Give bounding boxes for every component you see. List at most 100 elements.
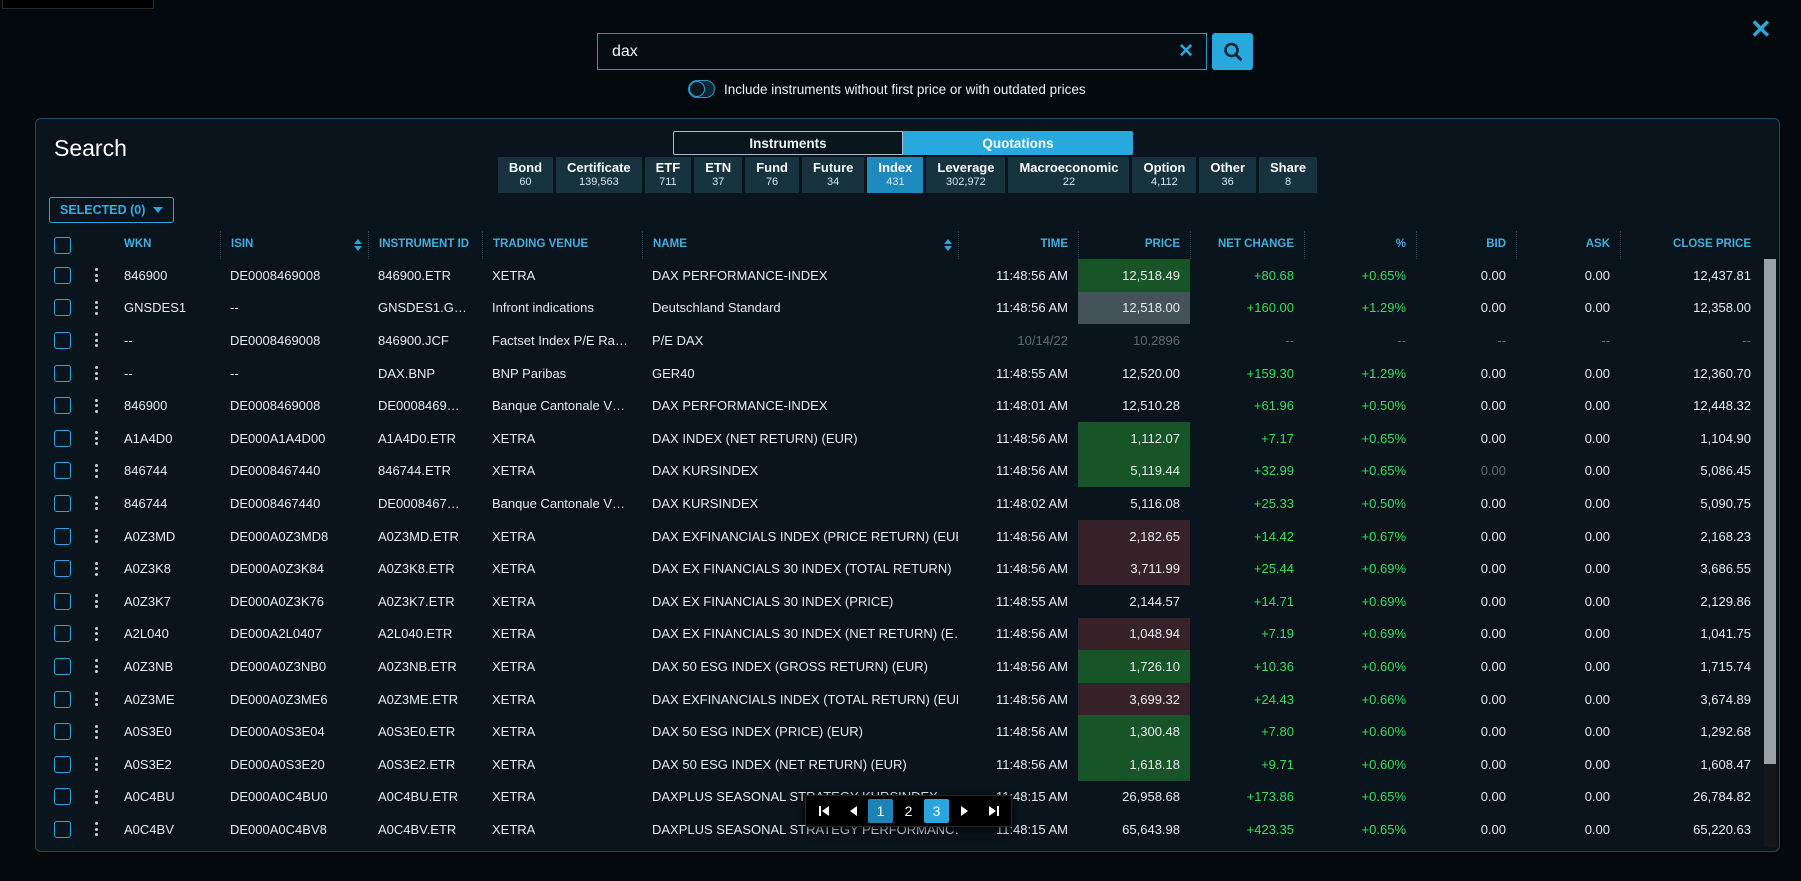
row-checkbox[interactable]	[54, 560, 71, 577]
price-value: 26,958.68	[1112, 789, 1190, 804]
page-button-3[interactable]: 3	[924, 799, 949, 823]
clear-search-icon[interactable]: ✕	[1166, 42, 1206, 61]
search-button[interactable]	[1212, 33, 1253, 70]
cell-trading-venue: Banque Cantonale V…	[482, 398, 642, 413]
page-button-1[interactable]: 1	[868, 799, 893, 823]
column-header-ask[interactable]: ASK	[1516, 231, 1620, 259]
category-tab-fund[interactable]: Fund76	[745, 157, 799, 193]
row-checkbox[interactable]	[54, 658, 71, 675]
row-menu-icon[interactable]	[78, 725, 114, 739]
row-checkbox[interactable]	[54, 430, 71, 447]
search-input[interactable]	[598, 43, 1166, 61]
row-menu-icon[interactable]	[78, 757, 114, 771]
cell-ask: 0.00	[1516, 300, 1620, 315]
cell-price: 1,300.48	[1078, 715, 1190, 748]
cell-isin: DE000A0Z3K84	[220, 561, 368, 576]
row-checkbox[interactable]	[54, 495, 71, 512]
row-menu-icon[interactable]	[78, 431, 114, 445]
last-page-button[interactable]	[980, 799, 1005, 823]
selected-dropdown[interactable]: SELECTED (0)	[49, 197, 174, 223]
row-checkbox[interactable]	[54, 723, 71, 740]
row-checkbox[interactable]	[54, 528, 71, 545]
scrollbar-thumb[interactable]	[1764, 259, 1776, 764]
row-menu-icon[interactable]	[78, 366, 114, 380]
row-checkbox[interactable]	[54, 593, 71, 610]
row-checkbox[interactable]	[54, 625, 71, 642]
category-tab-count: 36	[1210, 176, 1245, 189]
sort-icon[interactable]	[354, 239, 362, 251]
cell-net-change: +32.99	[1190, 463, 1304, 478]
cell-percent: +0.65%	[1304, 822, 1416, 837]
cell-ask: 0.00	[1516, 659, 1620, 674]
row-checkbox[interactable]	[54, 788, 71, 805]
category-tab-share[interactable]: Share8	[1259, 157, 1317, 193]
column-header-instrument-id[interactable]: INSTRUMENT ID	[368, 231, 482, 259]
cell-wkn: 846744	[114, 463, 220, 478]
column-header-close-price[interactable]: CLOSE PRICE	[1620, 231, 1761, 259]
next-page-button[interactable]	[952, 799, 977, 823]
cell-trading-venue: XETRA	[482, 529, 642, 544]
cell-bid: 0.00	[1416, 366, 1516, 381]
price-value: 10.2896	[1123, 333, 1190, 348]
row-menu-icon[interactable]	[78, 790, 114, 804]
column-header-bid[interactable]: BID	[1416, 231, 1516, 259]
category-tab-other[interactable]: Other36	[1199, 157, 1256, 193]
row-checkbox[interactable]	[54, 267, 71, 284]
row-checkbox[interactable]	[54, 691, 71, 708]
page-button-2[interactable]: 2	[896, 799, 921, 823]
column-header-name[interactable]: NAME	[642, 231, 958, 259]
category-tab-bond[interactable]: Bond60	[498, 157, 553, 193]
cell-net-change: +159.30	[1190, 366, 1304, 381]
row-menu-icon[interactable]	[78, 301, 114, 315]
outdated-prices-toggle[interactable]	[688, 80, 715, 98]
category-tab-macroeconomic[interactable]: Macroeconomic22	[1008, 157, 1129, 193]
column-header-net-change[interactable]: NET CHANGE	[1190, 231, 1304, 259]
category-tab-future[interactable]: Future34	[802, 157, 864, 193]
row-checkbox[interactable]	[54, 821, 71, 838]
view-tabs: InstrumentsQuotations	[673, 131, 1133, 155]
row-checkbox[interactable]	[54, 332, 71, 349]
column-header-time[interactable]: TIME	[958, 231, 1078, 259]
row-checkbox[interactable]	[54, 397, 71, 414]
tab-instruments[interactable]: Instruments	[673, 131, 903, 155]
row-checkbox[interactable]	[54, 365, 71, 382]
category-tab-count: 76	[756, 176, 788, 189]
row-menu-icon[interactable]	[78, 268, 114, 282]
category-tab-etf[interactable]: ETF711	[645, 157, 692, 193]
row-checkbox[interactable]	[54, 756, 71, 773]
column-header--[interactable]: %	[1304, 231, 1416, 259]
row-menu-icon[interactable]	[78, 692, 114, 706]
previous-page-button[interactable]	[840, 799, 865, 823]
column-header-trading-venue[interactable]: TRADING VENUE	[482, 231, 642, 259]
row-menu-icon[interactable]	[78, 627, 114, 641]
category-tab-leverage[interactable]: Leverage302,972	[926, 157, 1005, 193]
row-menu-icon[interactable]	[78, 496, 114, 510]
sort-icon[interactable]	[944, 239, 952, 251]
column-header-isin[interactable]: ISIN	[220, 231, 368, 259]
category-tab-option[interactable]: Option4,112	[1132, 157, 1196, 193]
row-menu-icon[interactable]	[78, 333, 114, 347]
column-header-price[interactable]: PRICE	[1078, 231, 1190, 259]
category-tab-certificate[interactable]: Certificate139,563	[556, 157, 642, 193]
row-menu-icon[interactable]	[78, 594, 114, 608]
cell-net-change: +9.71	[1190, 757, 1304, 772]
cell-trading-venue: Banque Cantonale V…	[482, 496, 642, 511]
close-icon[interactable]: ✕	[1750, 16, 1772, 42]
first-page-button[interactable]	[812, 799, 837, 823]
select-all-checkbox[interactable]	[54, 237, 71, 254]
cell-name: DAX KURSINDEX	[642, 496, 958, 511]
row-checkbox[interactable]	[54, 299, 71, 316]
row-menu-icon[interactable]	[78, 399, 114, 413]
row-menu-icon[interactable]	[78, 464, 114, 478]
tab-quotations[interactable]: Quotations	[903, 131, 1133, 155]
row-menu-icon[interactable]	[78, 822, 114, 836]
category-tab-etn[interactable]: ETN37	[694, 157, 742, 193]
column-header-wkn[interactable]: WKN	[114, 231, 220, 259]
cell-instrument-id: 846900.JCF	[368, 333, 482, 348]
row-menu-icon[interactable]	[78, 529, 114, 543]
cell-isin: DE000A0C4BU0	[220, 789, 368, 804]
row-menu-icon[interactable]	[78, 659, 114, 673]
row-menu-icon[interactable]	[78, 562, 114, 576]
row-checkbox[interactable]	[54, 462, 71, 479]
category-tab-index[interactable]: Index431	[867, 157, 923, 193]
